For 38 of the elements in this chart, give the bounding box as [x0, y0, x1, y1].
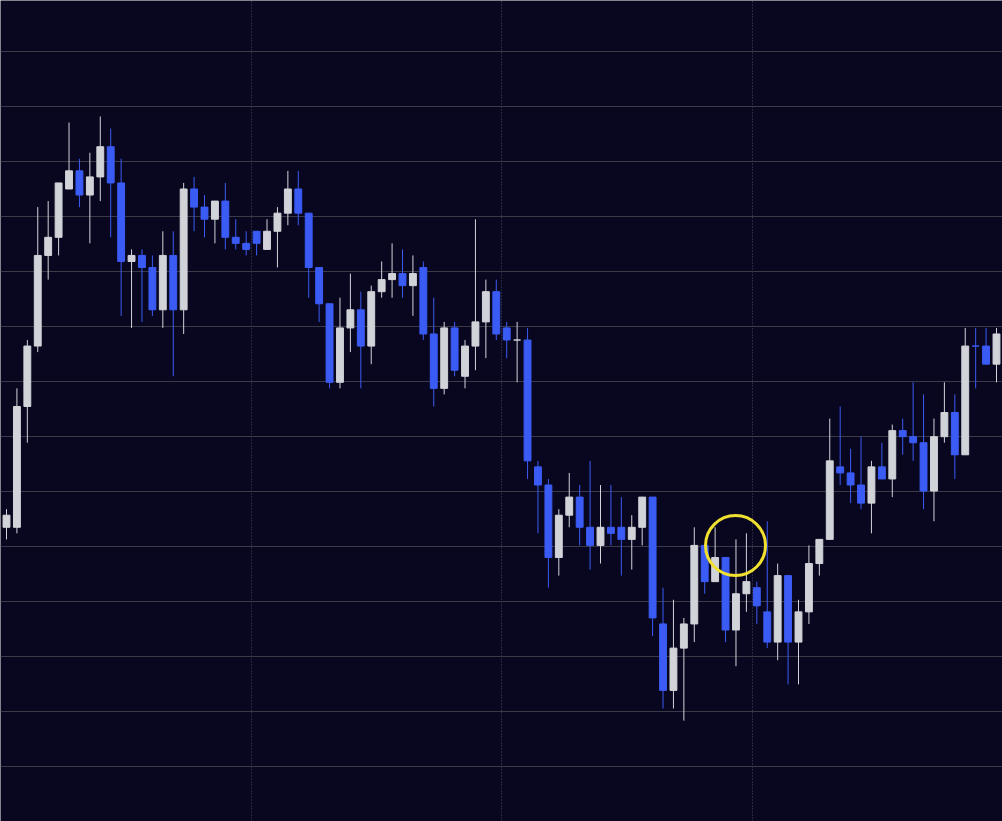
candlestick [836, 405, 845, 486]
candlestick [231, 218, 240, 250]
candlestick [398, 248, 407, 299]
candlestick [242, 230, 251, 256]
candlestick [127, 248, 136, 329]
candlestick [617, 496, 626, 577]
candlestick [898, 418, 907, 456]
candlestick [627, 514, 636, 571]
candlestick [388, 242, 397, 299]
candlestick [857, 436, 865, 510]
candlestick [513, 321, 522, 383]
candlestick [190, 176, 199, 232]
candlestick [846, 448, 855, 504]
candlestick [377, 260, 386, 299]
candlestick [971, 327, 980, 389]
candlestick [752, 581, 761, 625]
candlestick [742, 532, 751, 613]
candlestick [252, 230, 261, 256]
candlestick [877, 442, 886, 480]
candlestick [565, 472, 574, 528]
candlestick [210, 200, 219, 244]
candlestick [263, 218, 271, 250]
candlestick [534, 460, 542, 534]
candlestick [65, 122, 73, 190]
candlestick [982, 327, 991, 365]
candlestick [2, 508, 11, 540]
candlestick [44, 200, 53, 281]
candlestick [586, 460, 595, 571]
candlestick [346, 273, 355, 353]
candlestick [596, 484, 605, 565]
candlestick [606, 484, 615, 546]
candlestick [85, 152, 94, 244]
candlestick [909, 381, 918, 462]
candlestick [408, 254, 417, 317]
candlestick [200, 194, 209, 238]
candlestick [502, 321, 511, 359]
candlestick [273, 206, 282, 269]
candlestick [138, 248, 146, 323]
